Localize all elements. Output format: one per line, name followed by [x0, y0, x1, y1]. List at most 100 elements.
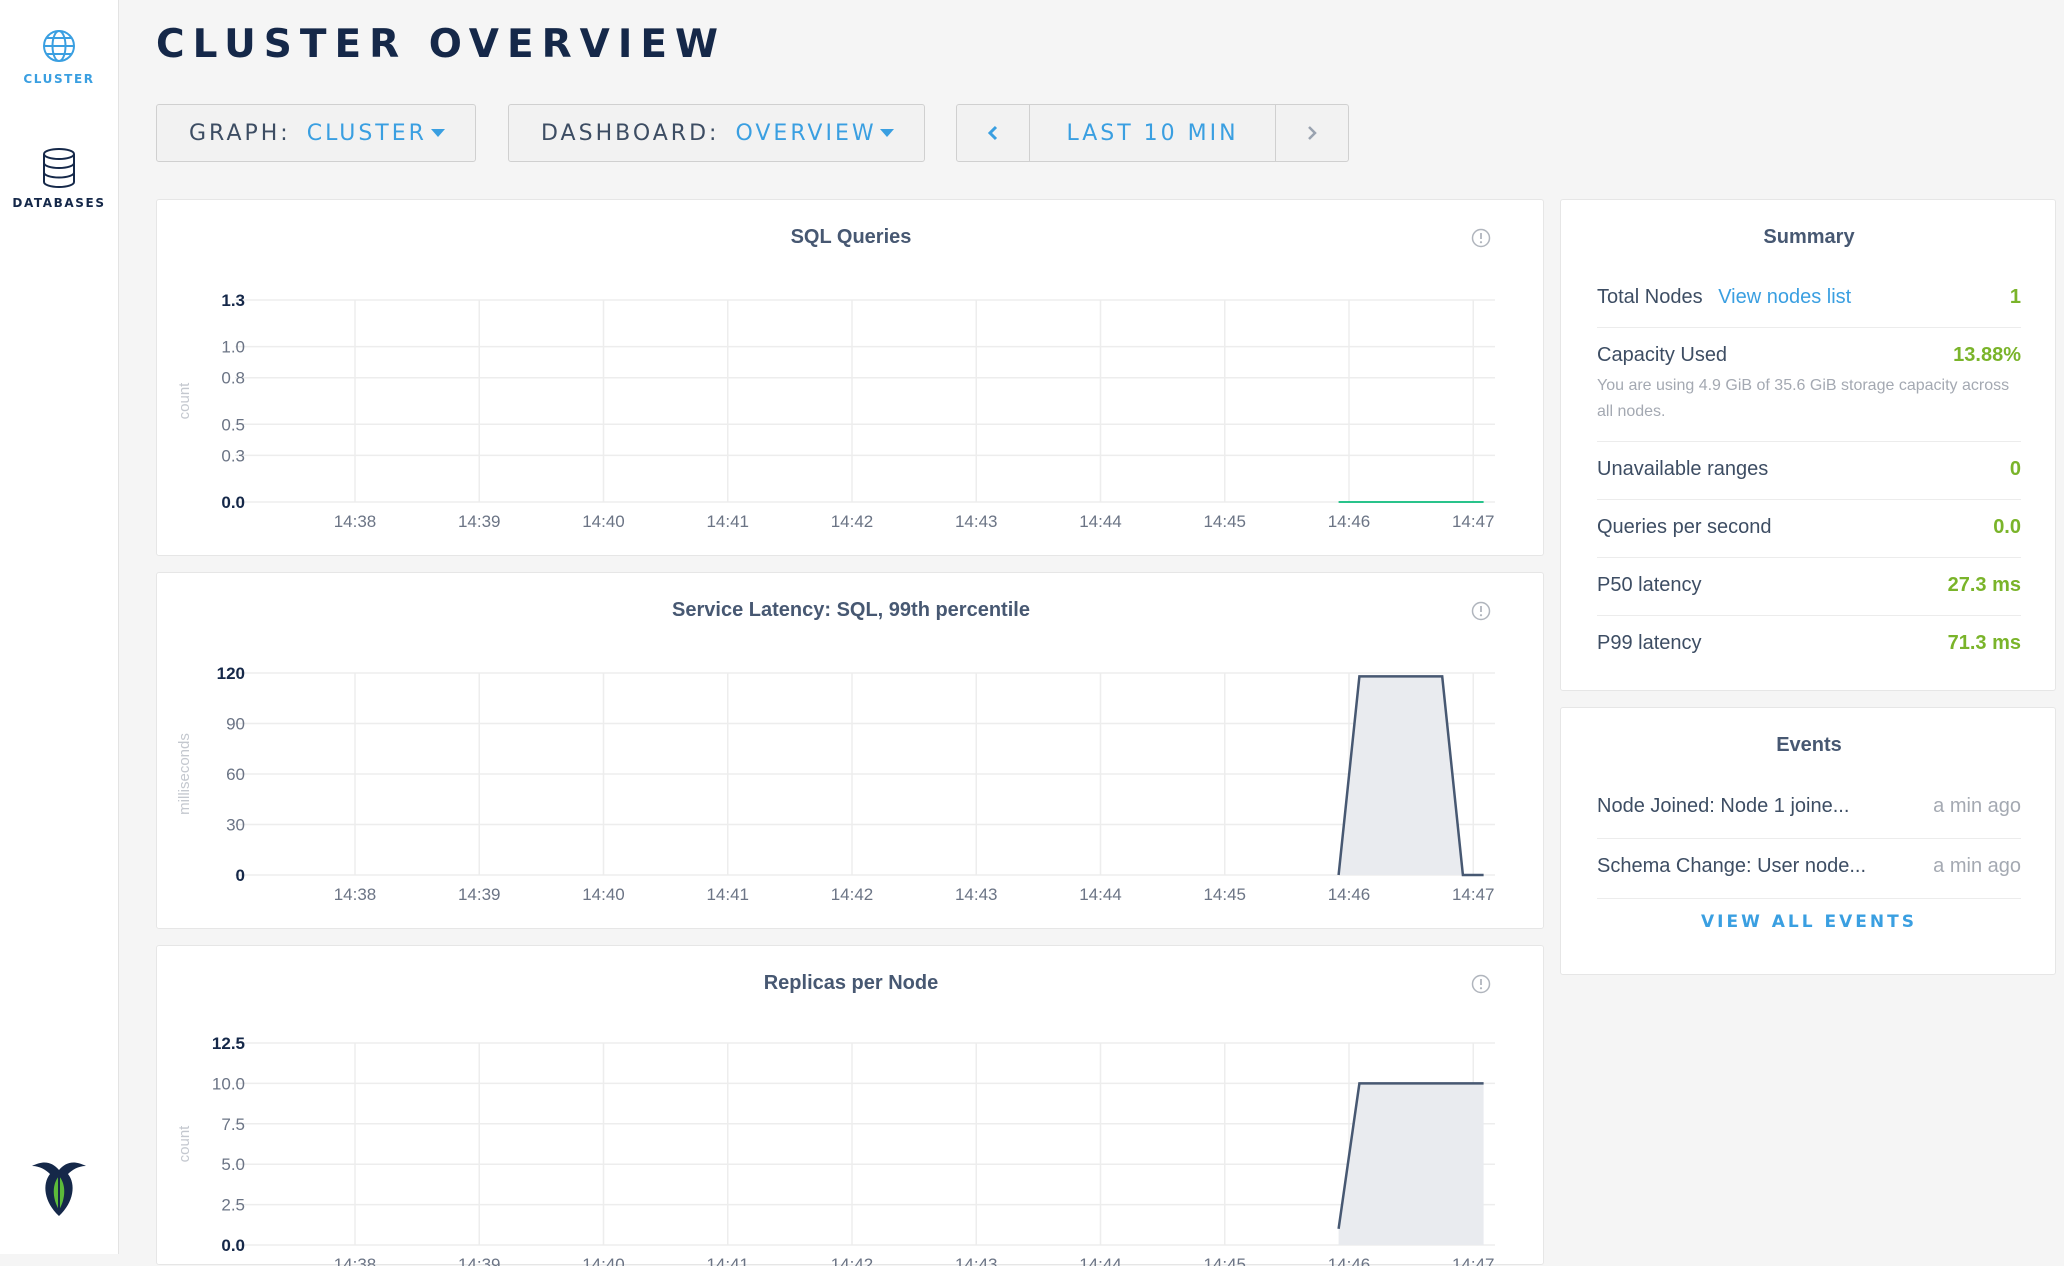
x-tick-label: 14:38	[334, 1255, 377, 1266]
x-tick-label: 14:38	[334, 512, 377, 531]
dashboard-dropdown-label: DASHBOARD:	[541, 120, 720, 146]
y-tick-label: 0.5	[221, 415, 245, 434]
globe-icon	[43, 30, 75, 62]
summary-label: Total Nodes	[1597, 286, 1703, 308]
chart-title: Service Latency: SQL, 99th percentile	[672, 599, 1030, 621]
info-icon[interactable]	[1471, 974, 1491, 994]
cockroach-logo	[28, 1158, 90, 1225]
y-tick-label: 2.5	[221, 1196, 245, 1215]
summary-row-p99-latency: P99 latency 71.3 ms	[1597, 632, 2021, 673]
y-tick-label: 0.8	[221, 369, 245, 388]
summary-value: 27.3 ms	[1947, 574, 2021, 596]
summary-value: 0.0	[1993, 516, 2021, 538]
page-title: CLUSTER OVERVIEW	[156, 22, 727, 67]
summary-value: 71.3 ms	[1947, 632, 2021, 654]
graph-dropdown-label: GRAPH:	[189, 120, 291, 146]
x-tick-label: 14:43	[955, 885, 998, 904]
x-tick-label: 14:45	[1203, 512, 1246, 531]
y-tick-label: 0.0	[221, 1236, 245, 1255]
chart-sql-queries: 0.0 0.3 0.5 0.8 1.0 1.3 14:38 14:39 14:40 14:41 14…	[176, 291, 1495, 531]
y-tick-label: 0.0	[221, 493, 245, 512]
y-tick-label: 12.5	[212, 1034, 245, 1053]
x-tick-label: 14:44	[1079, 512, 1122, 531]
chart-card-sql-queries: 0.0 0.3 0.5 0.8 1.0 1.3 14:38 14:39 14:40 14:41 14…	[156, 199, 1544, 556]
x-tick-label: 14:42	[831, 1255, 874, 1266]
x-tick-label: 14:42	[831, 885, 874, 904]
summary-row-total-nodes: Total Nodes View nodes list 1	[1597, 286, 2021, 328]
y-tick-label: 90	[226, 715, 245, 734]
dashboard-dropdown[interactable]: DASHBOARD: OVERVIEW	[508, 104, 925, 162]
event-time: a min ago	[1933, 795, 2021, 817]
x-tick-label: 14:44	[1079, 1255, 1122, 1266]
chart-title: Replicas per Node	[763, 972, 939, 994]
y-tick-label: 1.0	[221, 338, 245, 357]
summary-label: Unavailable ranges	[1597, 458, 1769, 480]
x-tick-label: 14:45	[1203, 885, 1246, 904]
x-tick-label: 14:47	[1452, 1255, 1495, 1266]
summary-row-queries-per-second: Queries per second 0.0	[1597, 516, 2021, 558]
event-item[interactable]: Schema Change: User node... a min ago	[1597, 839, 2021, 899]
event-item[interactable]: Node Joined: Node 1 joine... a min ago	[1597, 779, 2021, 839]
sidebar-item-databases[interactable]: DATABASES	[0, 148, 118, 210]
x-tick-label: 14:39	[458, 512, 501, 531]
info-icon[interactable]	[1471, 228, 1491, 248]
summary-title: Summary	[1763, 226, 1855, 248]
chart-service-latency: 0 30 60 90 120 14:38 14:39 14:40 14:41 14:42 14:43…	[176, 664, 1495, 904]
view-nodes-list-link[interactable]: View nodes list	[1718, 286, 1852, 308]
sidebar-item-label: DATABASES	[12, 196, 106, 210]
y-tick-label: 60	[226, 765, 245, 784]
time-prev-button[interactable]	[957, 105, 1030, 161]
caret-down-icon	[880, 129, 894, 137]
x-tick-label: 14:41	[706, 512, 749, 531]
x-tick-label: 14:47	[1452, 512, 1495, 531]
info-icon[interactable]	[1471, 601, 1491, 621]
series-line	[1337, 1082, 1484, 1229]
timespan-label[interactable]: LAST 10 MIN	[1066, 120, 1239, 146]
timespan-selector: LAST 10 MIN	[956, 104, 1349, 162]
x-tick-label: 14:46	[1328, 885, 1371, 904]
x-tick-label: 14:40	[582, 1255, 625, 1266]
y-tick-label: 30	[226, 816, 245, 835]
event-time: a min ago	[1933, 855, 2021, 877]
series-area	[1338, 676, 1484, 875]
x-tick-label: 14:40	[582, 885, 625, 904]
events-panel: Events Node Joined: Node 1 joine... a mi…	[1560, 707, 2056, 975]
x-tick-label: 14:40	[582, 512, 625, 531]
x-tick-label: 14:43	[955, 512, 998, 531]
x-tick-label: 14:38	[334, 885, 377, 904]
events-title: Events	[1776, 734, 1842, 756]
y-tick-label: 0.3	[221, 446, 245, 465]
chart-card-service-latency: 0 30 60 90 120 14:38 14:39 14:40 14:41 14:42 14:43…	[156, 572, 1544, 929]
summary-label: P99 latency	[1597, 632, 1702, 654]
summary-row-unavailable-ranges: Unavailable ranges 0	[1597, 458, 2021, 500]
y-tick-label: 1.3	[221, 291, 245, 310]
y-axis-label: milliseconds	[176, 733, 193, 815]
chart-card-replicas-per-node: 0.0 2.5 5.0 7.5 10.0 12.5 14:38 14:39 14:40 14:41…	[156, 945, 1544, 1266]
x-tick-label: 14:45	[1203, 1255, 1246, 1266]
caret-down-icon	[431, 129, 445, 137]
time-next-button[interactable]	[1275, 105, 1348, 161]
y-axis-label: count	[176, 382, 193, 420]
graph-dropdown[interactable]: GRAPH: CLUSTER	[156, 104, 476, 162]
chevron-left-icon	[987, 125, 998, 141]
chevron-right-icon	[1308, 126, 1317, 140]
y-tick-label: 120	[217, 664, 245, 683]
database-icon	[43, 148, 75, 188]
y-tick-label: 7.5	[221, 1115, 245, 1134]
summary-value: 1	[2009, 286, 2021, 308]
sidebar: CLUSTER DATABASES	[0, 0, 119, 1254]
x-tick-label: 14:43	[955, 1255, 998, 1266]
capacity-description: You are using 4.9 GiB of 35.6 GiB storag…	[1597, 377, 2010, 420]
view-all-events-link[interactable]: VIEW ALL EVENTS	[1701, 912, 1917, 932]
y-tick-label: 0	[236, 866, 245, 885]
sidebar-item-cluster[interactable]: CLUSTER	[0, 28, 118, 86]
summary-value: 0	[2009, 458, 2021, 480]
chart-title: SQL Queries	[790, 226, 912, 248]
x-tick-label: 14:44	[1079, 885, 1122, 904]
x-tick-label: 14:46	[1328, 512, 1371, 531]
x-tick-label: 14:47	[1452, 885, 1495, 904]
sidebar-item-label: CLUSTER	[23, 72, 95, 86]
x-tick-label: 14:41	[706, 885, 749, 904]
summary-label: Queries per second	[1597, 516, 1772, 538]
y-axis-label: count	[176, 1125, 193, 1163]
